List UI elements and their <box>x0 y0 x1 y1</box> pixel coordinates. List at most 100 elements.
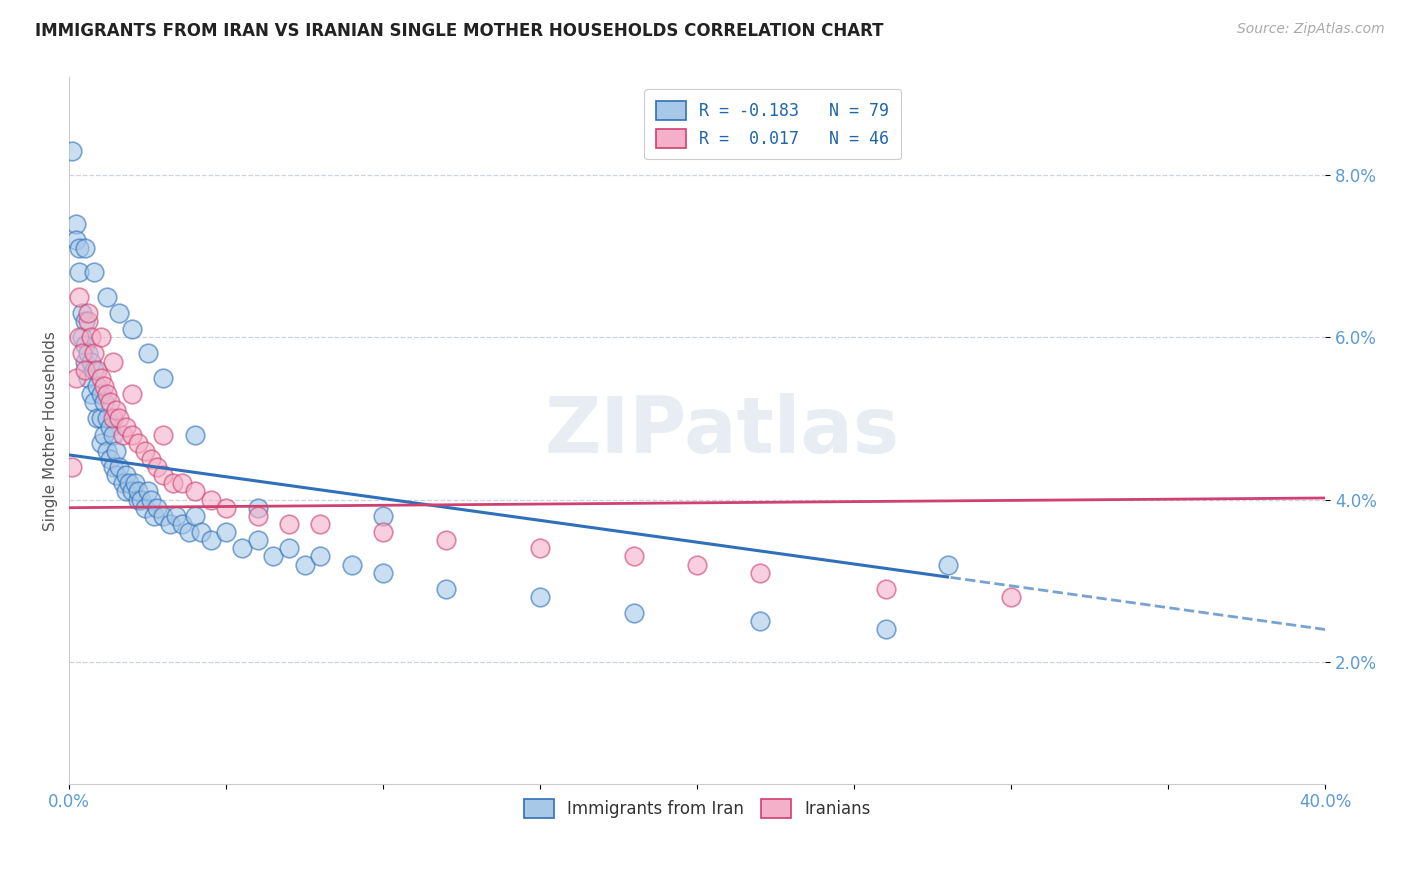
Point <box>373 566 395 580</box>
Point <box>152 371 174 385</box>
Point <box>70 330 93 344</box>
Point <box>875 623 897 637</box>
Point <box>65 217 87 231</box>
Point <box>96 290 118 304</box>
Point <box>121 387 143 401</box>
Point <box>96 411 118 425</box>
Point <box>60 144 83 158</box>
Point <box>83 362 105 376</box>
Point <box>200 492 222 507</box>
Point <box>67 330 90 344</box>
Point <box>103 354 125 368</box>
Point <box>86 411 108 425</box>
Point <box>134 443 156 458</box>
Point <box>127 492 149 507</box>
Point <box>98 395 121 409</box>
Point <box>340 558 363 572</box>
Point <box>184 484 207 499</box>
Point <box>938 558 960 572</box>
Point <box>103 460 125 475</box>
Point <box>749 566 772 580</box>
Point <box>246 533 269 548</box>
Point <box>86 362 108 376</box>
Point <box>80 387 103 401</box>
Point <box>93 427 115 442</box>
Point <box>86 379 108 393</box>
Point <box>90 387 112 401</box>
Point <box>90 371 112 385</box>
Y-axis label: Single Mother Households: Single Mother Households <box>44 331 58 531</box>
Point <box>70 346 93 360</box>
Point <box>215 524 238 539</box>
Point <box>90 435 112 450</box>
Point <box>80 354 103 368</box>
Point <box>98 452 121 467</box>
Point <box>162 476 184 491</box>
Point <box>83 346 105 360</box>
Point <box>1000 590 1022 604</box>
Point <box>139 492 162 507</box>
Point <box>190 524 212 539</box>
Point <box>121 484 143 499</box>
Point <box>215 500 238 515</box>
Point <box>262 549 284 564</box>
Point <box>108 460 131 475</box>
Point <box>73 241 96 255</box>
Point <box>65 233 87 247</box>
Text: ZIPatlas: ZIPatlas <box>546 392 900 468</box>
Point <box>246 500 269 515</box>
Point <box>146 460 169 475</box>
Point <box>118 476 141 491</box>
Point <box>434 533 457 548</box>
Point <box>73 338 96 352</box>
Point <box>70 306 93 320</box>
Point <box>143 508 166 523</box>
Point <box>152 508 174 523</box>
Point <box>172 516 194 531</box>
Point <box>373 524 395 539</box>
Text: Source: ZipAtlas.com: Source: ZipAtlas.com <box>1237 22 1385 37</box>
Point <box>131 492 153 507</box>
Point <box>434 582 457 596</box>
Point <box>105 443 128 458</box>
Point <box>278 541 301 556</box>
Point <box>93 379 115 393</box>
Point <box>103 427 125 442</box>
Point <box>77 314 100 328</box>
Point <box>127 484 149 499</box>
Point <box>111 427 134 442</box>
Point <box>875 582 897 596</box>
Point <box>373 508 395 523</box>
Point <box>73 314 96 328</box>
Point <box>623 606 645 620</box>
Point <box>749 615 772 629</box>
Point <box>152 468 174 483</box>
Point <box>98 419 121 434</box>
Point <box>121 427 143 442</box>
Point <box>103 411 125 425</box>
Point <box>231 541 253 556</box>
Point <box>108 411 131 425</box>
Legend: Immigrants from Iran, Iranians: Immigrants from Iran, Iranians <box>517 792 877 825</box>
Point <box>77 306 100 320</box>
Point <box>278 516 301 531</box>
Point <box>152 427 174 442</box>
Point <box>121 322 143 336</box>
Point <box>67 290 90 304</box>
Point <box>105 468 128 483</box>
Point <box>111 476 134 491</box>
Point <box>60 460 83 475</box>
Point <box>67 241 90 255</box>
Point <box>77 346 100 360</box>
Point <box>134 500 156 515</box>
Point <box>136 346 159 360</box>
Point <box>309 516 332 531</box>
Point <box>105 403 128 417</box>
Point <box>686 558 709 572</box>
Point <box>529 541 551 556</box>
Text: IMMIGRANTS FROM IRAN VS IRANIAN SINGLE MOTHER HOUSEHOLDS CORRELATION CHART: IMMIGRANTS FROM IRAN VS IRANIAN SINGLE M… <box>35 22 883 40</box>
Point <box>67 265 90 279</box>
Point <box>139 452 162 467</box>
Point <box>184 508 207 523</box>
Point <box>124 476 146 491</box>
